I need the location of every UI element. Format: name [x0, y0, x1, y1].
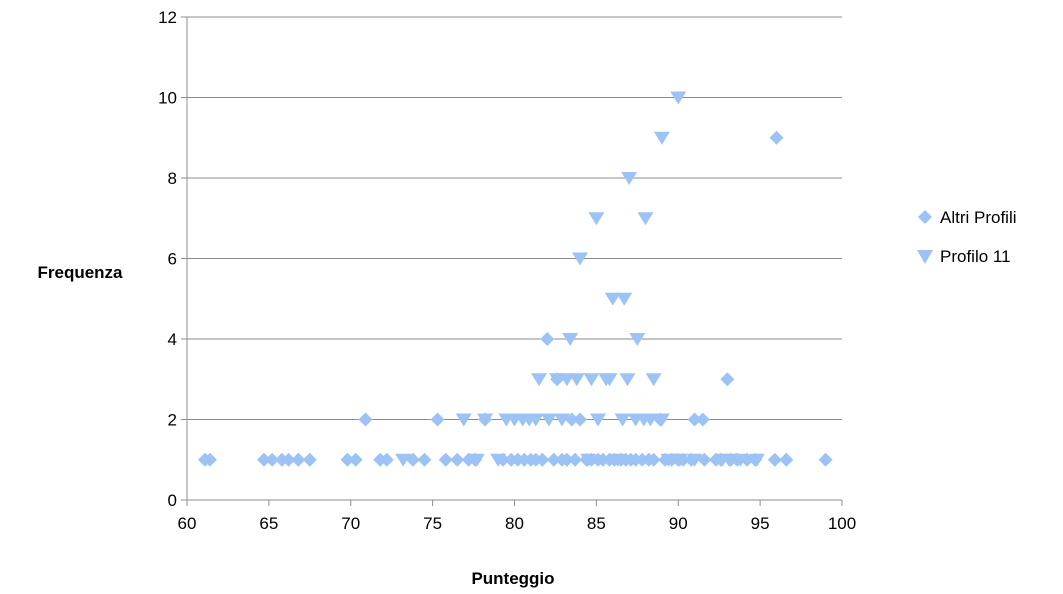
- legend: Altri Profili Profilo 11: [917, 208, 1017, 266]
- point-altri-profili: [450, 452, 465, 467]
- point-profilo-11: [395, 453, 412, 467]
- gridlines: [187, 16, 842, 501]
- point-profilo-11: [590, 413, 607, 427]
- point-profilo-11: [609, 453, 626, 467]
- legend-diamond-icon: [918, 210, 932, 224]
- y-tick-label: 0: [168, 491, 177, 510]
- point-profilo-11: [642, 413, 659, 427]
- point-altri-profili: [646, 452, 661, 467]
- point-altri-profili: [291, 452, 306, 467]
- y-tick-label: 2: [168, 411, 177, 430]
- point-altri-profili: [767, 452, 782, 467]
- point-profilo-11: [531, 373, 548, 387]
- point-profilo-11: [588, 212, 605, 226]
- point-profilo-11: [653, 413, 670, 427]
- axes: 0 2 4 6 8 10 12 60 65 70 75 80 85 90 95 100: [158, 8, 856, 533]
- point-altri-profili: [430, 412, 445, 427]
- legend-item-altri-profili: Altri Profili: [918, 208, 1017, 227]
- x-tick-label: 75: [423, 514, 442, 533]
- x-tick-label: 70: [341, 514, 360, 533]
- x-tick-label: 95: [751, 514, 770, 533]
- point-altri-profili: [818, 452, 833, 467]
- x-tick-label: 90: [669, 514, 688, 533]
- point-profilo-11: [732, 453, 749, 467]
- point-profilo-11: [619, 373, 636, 387]
- point-altri-profili: [568, 452, 583, 467]
- x-tick-label: 60: [178, 514, 197, 533]
- point-profilo-11: [580, 453, 597, 467]
- point-altri-profili: [779, 452, 794, 467]
- point-altri-profili: [769, 130, 784, 145]
- point-profilo-11: [527, 413, 544, 427]
- point-altri-profili: [358, 412, 373, 427]
- point-profilo-11: [468, 453, 485, 467]
- y-tick-label: 8: [168, 169, 177, 188]
- point-altri-profili: [540, 332, 555, 346]
- point-profilo-11: [660, 453, 677, 467]
- point-profilo-11: [748, 453, 765, 467]
- point-altri-profili: [546, 452, 561, 467]
- point-altri-profili: [559, 452, 574, 467]
- y-axis-title: Frequenza: [37, 263, 123, 282]
- point-altri-profili: [256, 452, 271, 467]
- point-profilo-11: [490, 453, 507, 467]
- point-profilo-11: [616, 292, 633, 306]
- point-profilo-11: [686, 453, 703, 467]
- legend-label-altri-profili: Altri Profili: [940, 208, 1017, 227]
- y-tick-label: 12: [158, 8, 177, 27]
- point-altri-profili: [302, 452, 317, 467]
- x-tick-label: 65: [259, 514, 278, 533]
- point-profilo-11: [572, 252, 588, 266]
- y-tick-label: 4: [168, 330, 177, 349]
- point-profilo-11: [540, 413, 557, 427]
- x-axis-title: Punteggio: [471, 569, 554, 588]
- point-altri-profili: [340, 452, 355, 467]
- point-altri-profili: [438, 452, 453, 467]
- point-profilo-11: [562, 333, 579, 346]
- point-profilo-11: [621, 172, 638, 185]
- point-profilo-11: [721, 453, 738, 467]
- point-profilo-11: [637, 212, 654, 226]
- x-tick-label: 100: [828, 514, 856, 533]
- point-altri-profili: [417, 452, 432, 467]
- point-profilo-11: [601, 373, 618, 387]
- point-profilo-11: [455, 413, 472, 427]
- point-altri-profili: [535, 452, 550, 467]
- point-altri-profili: [573, 412, 587, 427]
- point-profilo-11: [645, 373, 662, 387]
- legend-label-profilo-11: Profilo 11: [940, 247, 1011, 266]
- x-tick-label: 85: [587, 514, 606, 533]
- point-profilo-11: [477, 413, 494, 427]
- point-altri-profili: [695, 412, 710, 427]
- data-points: [198, 91, 833, 467]
- point-altri-profili: [265, 452, 280, 467]
- legend-triangle-down-icon: [917, 250, 933, 264]
- y-tick-label: 10: [158, 89, 177, 108]
- x-tick-label: 80: [505, 514, 524, 533]
- point-profilo-11: [568, 373, 585, 387]
- y-tick-label: 6: [168, 250, 177, 269]
- point-altri-profili: [687, 412, 702, 427]
- point-profilo-11: [629, 333, 646, 346]
- point-profilo-11: [583, 373, 600, 387]
- point-profilo-11: [604, 292, 621, 306]
- point-altri-profili: [379, 452, 394, 467]
- point-altri-profili: [348, 452, 363, 467]
- point-profilo-11: [653, 131, 670, 145]
- point-profilo-11: [614, 413, 631, 427]
- point-altri-profili: [202, 452, 217, 467]
- point-altri-profili: [281, 452, 296, 467]
- legend-item-profilo-11: Profilo 11: [917, 247, 1011, 266]
- point-profilo-11: [670, 91, 687, 105]
- point-profilo-11: [671, 453, 688, 467]
- point-profilo-11: [553, 413, 570, 427]
- point-altri-profili: [720, 372, 735, 387]
